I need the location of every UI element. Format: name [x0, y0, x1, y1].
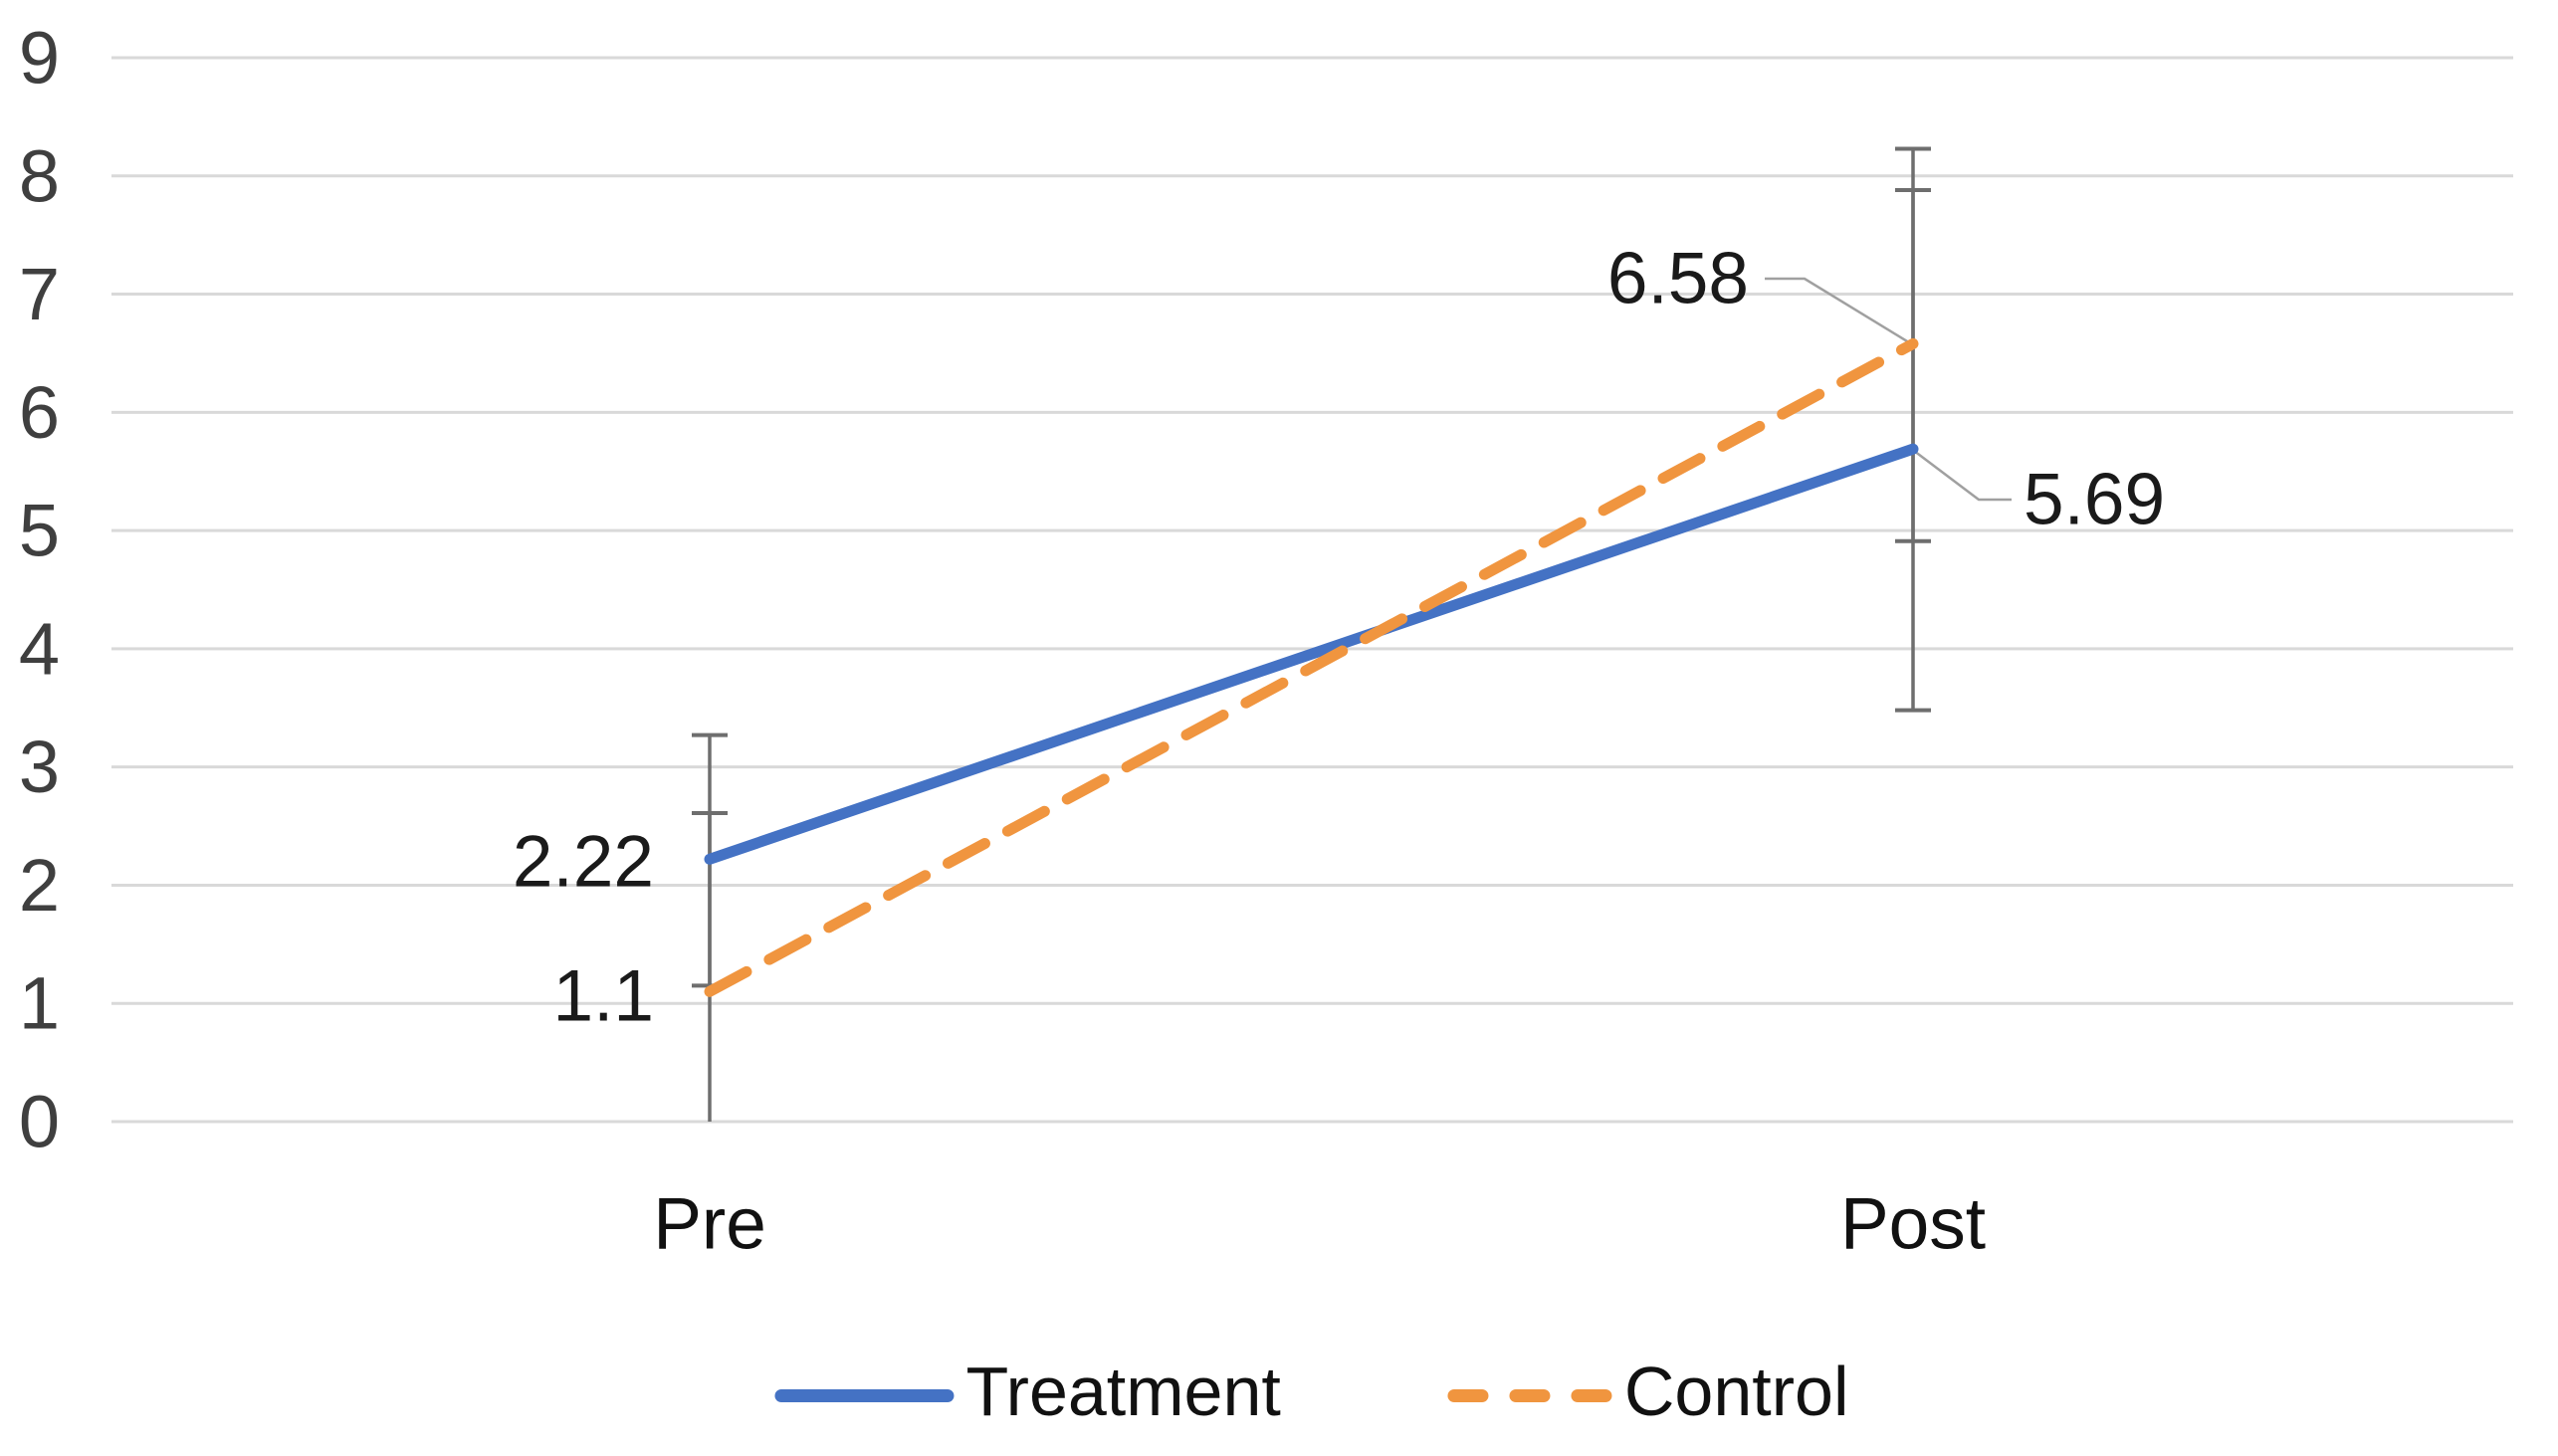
legend-item-control: Control — [1447, 1356, 1849, 1430]
control-line-swatch — [1447, 1388, 1612, 1402]
dash-segment — [1571, 1388, 1612, 1402]
y-tick-label-8: 8 — [19, 134, 60, 217]
y-tick-label-0: 0 — [19, 1081, 60, 1163]
data-label-control-pre: 1.1 — [553, 956, 654, 1037]
x-category-label-post: Post — [1840, 1184, 1986, 1265]
y-tick-label-6: 6 — [19, 371, 60, 454]
series-line-control — [704, 337, 1919, 997]
y-tick-label-3: 3 — [19, 726, 60, 808]
legend-item-treatment: Treatment — [774, 1356, 1281, 1430]
y-tick-label-7: 7 — [19, 253, 60, 335]
dash-segment — [1509, 1388, 1551, 1402]
treatment-line-swatch — [774, 1388, 955, 1402]
y-tick-label-2: 2 — [19, 844, 60, 927]
y-tick-label-9: 9 — [19, 16, 60, 99]
data-label-control-post: 6.58 — [1607, 239, 1749, 319]
dash-segment — [1447, 1388, 1489, 1402]
y-tick-label-5: 5 — [19, 490, 60, 572]
legend-label-control: Control — [1623, 1352, 1849, 1430]
legend-label-treatment: Treatment — [965, 1352, 1281, 1430]
leader-line-6.58 — [1765, 277, 1913, 346]
y-tick-label-1: 1 — [19, 962, 60, 1045]
series-line-treatment — [704, 443, 1919, 865]
legend: Treatment Control — [774, 1356, 1849, 1430]
data-label-treatment-post: 5.69 — [2024, 460, 2165, 540]
data-label-treatment-pre: 2.22 — [513, 822, 654, 903]
x-category-label-pre: Pre — [653, 1184, 766, 1265]
leader-line-5.69 — [1913, 450, 2012, 502]
y-tick-label-4: 4 — [19, 607, 60, 690]
